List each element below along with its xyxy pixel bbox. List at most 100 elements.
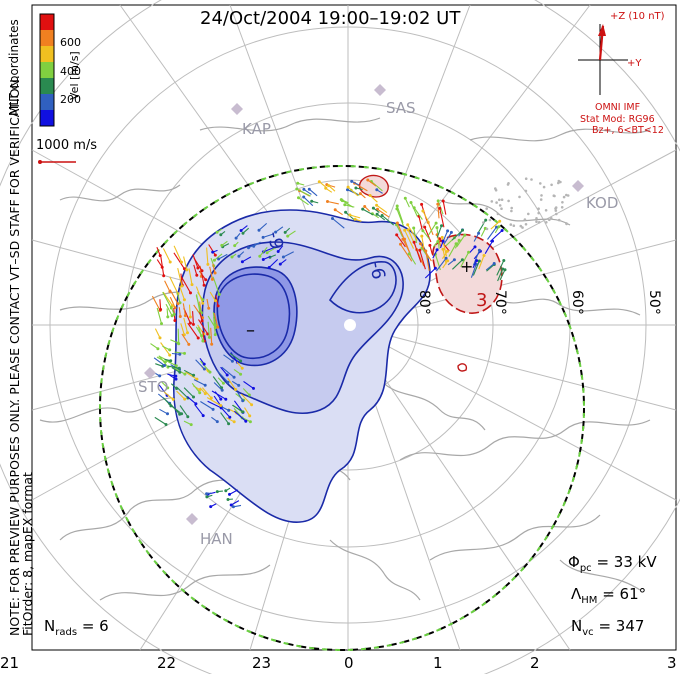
velocity-vector	[284, 227, 291, 233]
velocity-vector	[377, 208, 390, 218]
latitude-label-50: 50°	[646, 290, 662, 315]
velocity-vector	[182, 303, 186, 316]
velocity-vector	[178, 307, 181, 317]
colorbar-tick-400: 400	[60, 65, 81, 78]
station-kap: KAP	[242, 120, 271, 138]
velocity-vector	[162, 345, 170, 351]
velocity-vector	[233, 368, 241, 375]
contour-minus-6-loop	[328, 261, 397, 314]
velocity-vector	[167, 403, 182, 415]
velocity-vector	[248, 242, 259, 249]
velocity-vector	[360, 193, 366, 199]
velocity-vector	[194, 404, 204, 416]
contour-label-3: 3	[476, 290, 488, 311]
velocity-vector	[381, 215, 395, 226]
velocity-vector	[469, 246, 476, 254]
velocity-vector	[303, 188, 312, 195]
velocity-vector	[400, 243, 413, 262]
imf-source: OMNI IMF	[595, 102, 641, 113]
velocity-vector	[436, 225, 443, 238]
velocity-vector	[179, 286, 185, 300]
velocity-vector	[439, 241, 444, 249]
coverage-dot	[524, 177, 528, 180]
mlt-label-2: 2	[530, 654, 540, 672]
velocity-vector	[237, 391, 244, 401]
coverage-dot	[548, 218, 551, 222]
station-marker-kap	[231, 103, 243, 115]
velocity-vector	[244, 407, 251, 417]
velocity-vector	[235, 393, 245, 401]
velocity-vector	[192, 311, 194, 325]
velocity-vector	[308, 188, 318, 197]
coverage-dot	[565, 222, 568, 225]
velocity-vector	[283, 251, 294, 258]
velocity-vector	[183, 256, 188, 271]
velocity-vector	[225, 487, 231, 492]
velocity-vector	[347, 186, 359, 197]
velocity-vector	[231, 380, 239, 386]
velocity-vector	[214, 253, 223, 261]
velocity-vector	[160, 342, 171, 356]
velocity-vector	[206, 397, 221, 406]
velocity-vector	[485, 263, 495, 271]
velocity-vector	[201, 272, 205, 286]
velocity-vector	[442, 230, 449, 241]
velocity-vector	[221, 366, 235, 378]
velocity-vector	[413, 227, 418, 244]
velocity-vector	[150, 343, 159, 350]
coverage-dot	[545, 221, 548, 224]
velocity-vector	[220, 412, 230, 425]
coverage-dot	[557, 179, 561, 183]
velocity-vector	[229, 352, 241, 362]
radar-count: Nrads = 6	[44, 617, 109, 638]
velocity-vector	[151, 295, 161, 311]
station-marker-sas	[374, 84, 386, 96]
velocity-vector	[242, 388, 250, 396]
colorbar-segment	[40, 62, 54, 79]
velocity-vector	[209, 266, 213, 280]
coverage-dot	[535, 220, 538, 223]
coverage-dot	[494, 187, 497, 190]
velocity-vector	[472, 250, 480, 266]
velocity-vector	[154, 328, 161, 339]
velocity-vector	[198, 326, 204, 342]
velocity-vector	[206, 492, 212, 495]
station-marker-sto	[144, 367, 156, 379]
coverage-dot	[539, 182, 542, 185]
velocity-vector	[186, 395, 197, 405]
coverage-dot	[561, 201, 564, 204]
velocity-vector	[410, 202, 418, 217]
coverage-dot	[507, 182, 510, 185]
pole-marker	[344, 319, 356, 331]
velocity-vector	[200, 401, 214, 410]
mlt-label-21: 21	[0, 654, 20, 672]
coverage-dot	[537, 211, 540, 215]
coverage-dot	[495, 201, 498, 204]
velocity-vector	[172, 366, 186, 375]
coverage-dot	[490, 200, 494, 203]
velocity-vector	[198, 319, 209, 335]
velocity-vector	[442, 249, 447, 265]
velocity-vector	[496, 260, 505, 276]
imf-model: Stat Mod: RG96	[580, 114, 655, 125]
velocity-vector	[413, 207, 423, 220]
velocity-vector	[424, 267, 436, 279]
velocity-vector	[349, 214, 361, 219]
velocity-vector	[209, 291, 216, 302]
velocity-vector	[327, 200, 339, 205]
coverage-dot	[518, 195, 521, 199]
velocity-vector	[275, 226, 284, 233]
velocity-vector	[193, 257, 203, 272]
coverage-dot	[512, 224, 516, 227]
negative-minimum-mark: –	[246, 320, 255, 341]
velocity-vector	[169, 374, 177, 380]
velocity-vector	[170, 383, 177, 389]
velocity-vector	[437, 204, 440, 219]
coverage-dot	[550, 183, 553, 187]
velocity-vector	[234, 410, 247, 422]
velocity-vector	[460, 252, 470, 268]
coverage-dot	[521, 226, 524, 229]
colorbar-tick-200: 200	[60, 93, 81, 106]
coverage-dot	[498, 198, 501, 202]
velocity-vector	[277, 245, 284, 252]
